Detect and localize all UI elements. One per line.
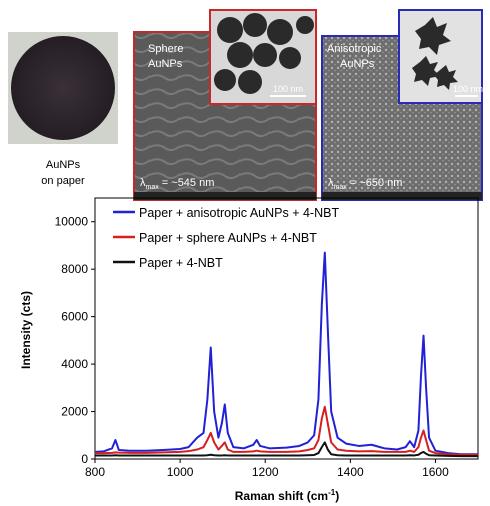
y-tick-label: 8000 [61, 262, 88, 276]
image-label: AuNPs [340, 58, 375, 70]
plot: 0 2000 4000 6000 8000 10000 800 1000 1200 1400 160… [55, 198, 478, 479]
series-line [95, 442, 478, 456]
scale-label: 100 nm [273, 84, 303, 94]
y-tick-label: 6000 [61, 310, 88, 324]
sem-bar [322, 192, 482, 200]
y-tick-label: 4000 [61, 357, 88, 371]
figure: AuNPs on paper Sphere AuNPs λmax = ~545 … [0, 0, 490, 506]
caption: on paper [41, 175, 85, 187]
caption: AuNPs [46, 159, 81, 171]
y-axis-label: Intensity (cts) [19, 291, 33, 369]
y-tick-label: 0 [81, 452, 88, 466]
x-axis-label: Raman shift (cm-1) [235, 488, 339, 503]
y-tick-label: 10000 [55, 215, 89, 229]
image-label: Anisotropic [327, 43, 382, 55]
paper-disc [11, 36, 115, 140]
sem-bar [134, 192, 316, 200]
x-tick-label: 1200 [252, 465, 279, 479]
scale-label: 100 nm [453, 84, 483, 94]
legend-label: Paper + 4-NBT [139, 256, 223, 270]
x-tick-label: 1600 [422, 465, 449, 479]
x-tick-label: 800 [85, 465, 105, 479]
x-tick-label: 1000 [167, 465, 194, 479]
legend-label: Paper + anisotropic AuNPs + 4-NBT [139, 206, 339, 220]
y-tick-label: 2000 [61, 405, 88, 419]
image-label: AuNPs [148, 58, 183, 70]
legend-label: Paper + sphere AuNPs + 4-NBT [139, 231, 317, 245]
series-line [95, 253, 478, 455]
x-tick-label: 1400 [337, 465, 364, 479]
image-label: Sphere [148, 43, 183, 55]
